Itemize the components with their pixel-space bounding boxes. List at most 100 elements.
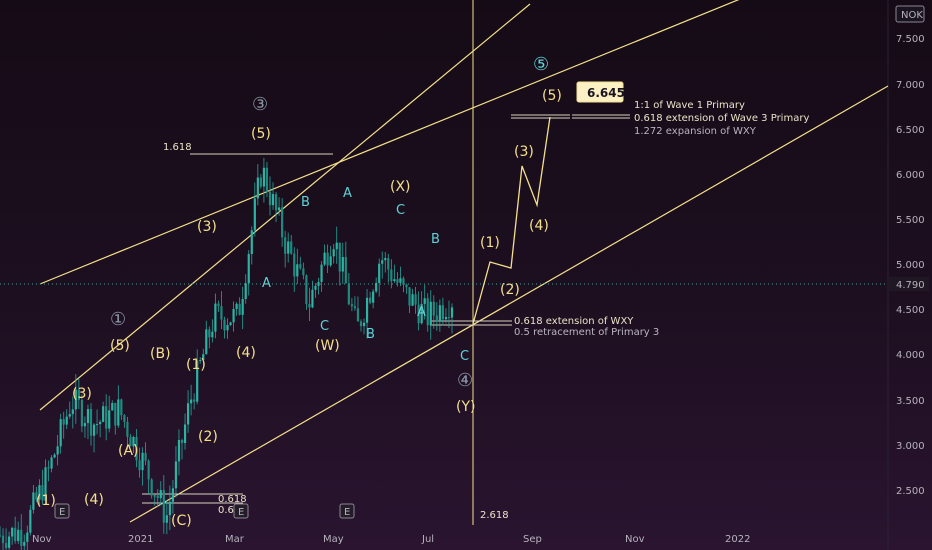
wave-label-2: (2) [198, 429, 218, 445]
candle-body [393, 279, 396, 282]
wave-label-3: (3) [72, 386, 92, 402]
candle-body [92, 424, 96, 436]
candle-body [41, 485, 44, 501]
candle-body [180, 439, 184, 444]
candle-body [329, 256, 332, 266]
target-tag-label: 6.645 [587, 86, 625, 100]
candle-body [420, 303, 423, 324]
candle-body [183, 424, 187, 444]
candle-body [281, 207, 284, 238]
candle-body [108, 410, 111, 429]
x-tick: 2022 [725, 534, 750, 545]
event-marker[interactable] [339, 503, 355, 519]
candle-body [47, 467, 50, 469]
candle-body [320, 264, 323, 282]
target-tag[interactable] [576, 81, 624, 103]
candle-body [53, 454, 56, 458]
candle-body [211, 331, 214, 338]
wave-minor-c2: C [396, 203, 405, 218]
wave-label-x: (X) [390, 179, 411, 195]
candle-body [17, 529, 20, 542]
wave-minor-b: B [301, 195, 310, 210]
candle-body [271, 194, 275, 206]
y-tick: 4.500 [896, 305, 925, 316]
candle-body [114, 402, 117, 426]
candle-body [50, 457, 53, 469]
candle-body [299, 264, 302, 269]
candle-body [362, 322, 366, 327]
candle-body [186, 403, 190, 425]
channel-middle-line[interactable] [39, 0, 750, 285]
candle-body [450, 307, 454, 318]
candle-body [274, 194, 278, 211]
wave-label-proj-3: (3) [514, 144, 534, 160]
candle-body [144, 452, 147, 461]
note-wave1-eq: 1:1 of Wave 1 Primary [634, 100, 745, 111]
channel-lower-line[interactable] [129, 85, 889, 523]
candle-body [190, 399, 193, 404]
candle-body [71, 409, 74, 415]
candle-body [341, 257, 344, 272]
wave-label-proj-5: (5) [542, 88, 562, 104]
candle-body [344, 257, 347, 284]
candle-body [165, 515, 168, 523]
candle-body [11, 527, 14, 537]
candle-body [202, 354, 205, 360]
candle-body [77, 389, 80, 400]
event-marker-label: E [59, 507, 65, 518]
event-marker-label: E [238, 507, 244, 518]
candle-body [111, 402, 114, 411]
wave-label-w: (W) [315, 338, 340, 354]
candle-body [32, 492, 35, 510]
candle-body [214, 303, 217, 332]
wave-label-a: (A) [118, 443, 139, 459]
currency-badge[interactable] [895, 5, 925, 23]
candle-body [368, 297, 372, 303]
candle-body [68, 414, 71, 417]
candle-body [372, 291, 375, 303]
candle-body [262, 167, 266, 187]
event-marker[interactable] [233, 503, 249, 519]
candle-body [138, 460, 141, 471]
wave-primary-4: ④ [457, 370, 473, 391]
candle-body [217, 303, 220, 307]
note-fib-2618: 2.618 [480, 510, 509, 521]
fib-0618-label-a: 0.618 [218, 494, 247, 505]
candle-body [89, 409, 93, 436]
candle-body [405, 284, 408, 288]
note-wxy-ext: 0.618 extension of WXY [514, 316, 634, 327]
candle-body [308, 303, 311, 308]
candle-body [129, 436, 132, 447]
candle-body [287, 241, 290, 254]
candle-body [174, 461, 178, 489]
x-tick: May [323, 534, 344, 545]
wave-minor-b3: B [431, 232, 440, 247]
candle-body [86, 409, 90, 424]
wave-label-4b: (4) [236, 345, 256, 361]
candle-body [435, 315, 438, 322]
candle-body [293, 253, 296, 277]
candle-body [381, 260, 384, 264]
candle-body [159, 490, 162, 499]
candle-body [105, 406, 108, 429]
candle-body [396, 279, 399, 283]
candle-body [432, 301, 435, 316]
candle-body [162, 490, 165, 523]
candle-body [4, 543, 8, 548]
candle-body [95, 424, 99, 426]
event-marker[interactable] [54, 503, 70, 519]
y-tick: 3.500 [896, 396, 925, 407]
candle-body [135, 437, 138, 461]
y-tick: 7.500 [896, 34, 925, 45]
candle-body [62, 419, 65, 425]
y-tick: 5.000 [896, 260, 925, 271]
fib-1618-label: 1.618 [163, 142, 192, 153]
event-marker-label: E [344, 507, 350, 518]
wave-label-1: (1) [36, 493, 56, 509]
price-tag [889, 277, 929, 291]
candle-body [35, 492, 38, 500]
channel-upper-line[interactable] [39, 3, 531, 411]
projection-path[interactable] [472, 116, 551, 325]
candle-body [223, 319, 226, 331]
